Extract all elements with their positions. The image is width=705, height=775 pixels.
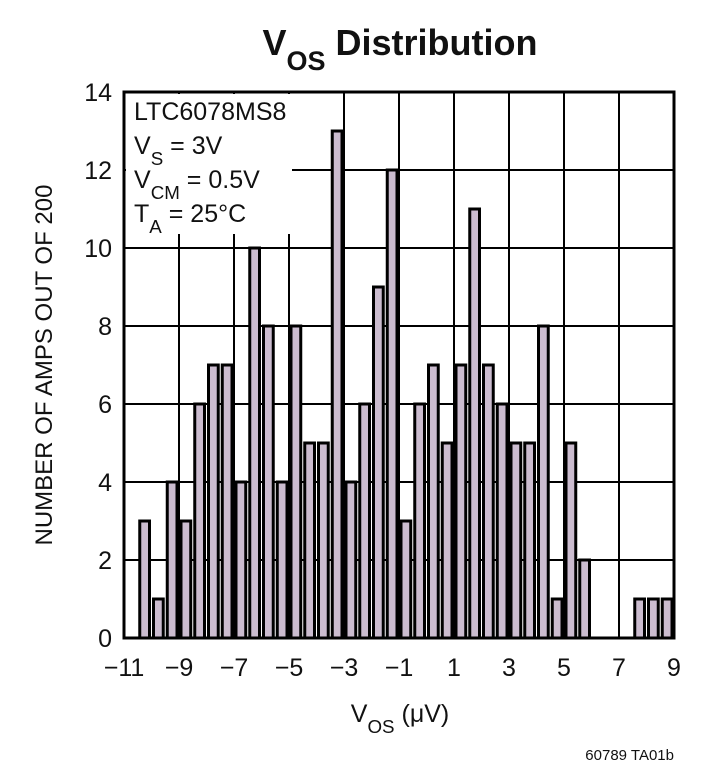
bar xyxy=(660,597,674,640)
subscript: A xyxy=(149,216,162,237)
bar xyxy=(152,597,165,640)
text-part: V xyxy=(262,22,286,63)
text-part: V xyxy=(134,166,151,194)
bar xyxy=(647,597,660,640)
y-tick-label: 0 xyxy=(98,625,112,653)
bar xyxy=(399,519,413,640)
bar xyxy=(165,480,179,640)
bar xyxy=(550,597,564,640)
bar xyxy=(454,363,468,640)
y-tick-label: 4 xyxy=(98,469,112,497)
x-tick-label: −9 xyxy=(165,654,194,682)
bar xyxy=(317,441,330,640)
x-tick-label: 7 xyxy=(612,654,626,682)
bar xyxy=(633,597,646,640)
text-part: V xyxy=(351,700,368,728)
x-axis-label: VOS (μV) xyxy=(351,700,449,737)
chart-title: VOS Distribution xyxy=(262,22,537,76)
text-part: V xyxy=(134,132,151,160)
bar xyxy=(578,558,591,640)
x-tick-label: 1 xyxy=(447,654,461,682)
bar xyxy=(509,441,523,640)
bar xyxy=(262,324,275,640)
subscript: CM xyxy=(151,182,180,203)
bar xyxy=(564,441,578,640)
annotation-line: LTC6078MS8 xyxy=(134,98,286,126)
footnote: 60789 TA01b xyxy=(585,747,674,764)
y-tick-label: 10 xyxy=(84,235,112,263)
x-tick-label: −3 xyxy=(330,654,359,682)
y-tick-label: 2 xyxy=(98,547,112,575)
bar xyxy=(495,402,509,640)
text-part: (μV) xyxy=(395,700,450,728)
y-tick-label: 6 xyxy=(98,391,112,419)
subscript: S xyxy=(151,148,164,169)
subscript: OS xyxy=(367,716,394,737)
bar xyxy=(207,363,220,640)
text-part: = 0.5V xyxy=(180,166,260,194)
bar xyxy=(358,402,371,640)
annotation-line: TA = 25°C xyxy=(134,200,246,237)
bar xyxy=(413,402,426,640)
bar xyxy=(330,129,344,640)
plot-frame xyxy=(122,90,676,640)
bar xyxy=(179,519,193,640)
y-tick-label: 8 xyxy=(98,313,112,341)
annotation-line: VS = 3V xyxy=(134,132,223,169)
text-part: LTC6078MS8 xyxy=(134,98,286,126)
bar xyxy=(427,363,440,640)
y-axis-label: NUMBER OF AMPS OUT OF 200 xyxy=(31,185,58,546)
bar xyxy=(289,324,303,640)
bar xyxy=(468,207,481,640)
bar xyxy=(385,168,399,640)
annotation-box xyxy=(126,94,292,234)
bar xyxy=(523,441,536,640)
bar xyxy=(372,285,385,640)
bar xyxy=(138,519,151,640)
bar xyxy=(248,246,261,640)
bar xyxy=(537,324,550,640)
x-tick-label: −1 xyxy=(385,654,414,682)
bar xyxy=(220,363,234,640)
x-tick-label: −11 xyxy=(104,654,145,682)
x-tick-label: −5 xyxy=(275,654,304,682)
text-part: Distribution xyxy=(326,22,538,63)
bar xyxy=(344,480,358,640)
text-part: T xyxy=(134,200,149,228)
annotation-line: VCM = 0.5V xyxy=(134,166,260,203)
bar xyxy=(482,363,495,640)
bar xyxy=(440,441,454,640)
x-tick-label: 5 xyxy=(557,654,571,682)
subscript: OS xyxy=(287,46,326,76)
bar xyxy=(193,402,206,640)
bar xyxy=(275,480,289,640)
x-tick-label: 9 xyxy=(667,654,681,682)
y-tick-label: 12 xyxy=(84,157,112,185)
text-part: = 3V xyxy=(163,132,222,160)
x-tick-label: 3 xyxy=(502,654,516,682)
text-part: = 25°C xyxy=(162,200,246,228)
y-tick-label: 14 xyxy=(84,79,112,107)
bar xyxy=(303,441,316,640)
bar xyxy=(234,480,248,640)
x-tick-label: −7 xyxy=(220,654,249,682)
